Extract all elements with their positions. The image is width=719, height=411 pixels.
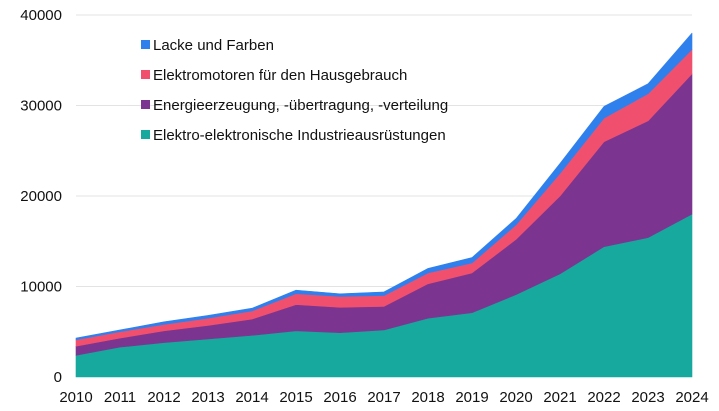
- x-tick-label-2018: 2018: [411, 389, 444, 406]
- legend: Lacke und Farben Elektromotoren für den H…: [141, 37, 448, 144]
- y-tick-label-10000: 10000: [20, 279, 62, 296]
- y-tick-label-0: 0: [54, 369, 62, 386]
- x-tick-label-2024: 2024: [675, 389, 708, 406]
- x-tick-label-2010: 2010: [59, 389, 92, 406]
- x-tick-label-2015: 2015: [279, 389, 312, 406]
- legend-swatch-1: [141, 70, 150, 79]
- x-tick-label-2016: 2016: [323, 389, 356, 406]
- x-tick-label-2012: 2012: [147, 389, 180, 406]
- legend-swatch-3: [141, 130, 150, 139]
- x-tick-label-2023: 2023: [631, 389, 664, 406]
- area-series-3: [75, 32, 693, 341]
- legend-label-3: Elektro-elektronische Industrieausrüstun…: [153, 127, 446, 144]
- x-tick-label-2022: 2022: [587, 389, 620, 406]
- area-series: [75, 32, 693, 378]
- y-tick-label-30000: 30000: [20, 98, 62, 115]
- y-tick-label-20000: 20000: [20, 188, 62, 205]
- legend-label-2: Energieerzeugung, -übertragung, -verteil…: [153, 97, 448, 114]
- legend-swatch-0: [141, 40, 150, 49]
- legend-label-1: Elektromotoren für den Hausgebrauch: [153, 67, 407, 84]
- x-tick-label-2020: 2020: [499, 389, 532, 406]
- legend-swatch-2: [141, 100, 150, 109]
- x-axis-ticks: 2010 2011 2012 2013 2014 2015 2016 2017 2018 2019…: [59, 389, 708, 406]
- x-tick-label-2013: 2013: [191, 389, 224, 406]
- y-tick-label-40000: 40000: [20, 7, 62, 24]
- x-tick-label-2021: 2021: [543, 389, 576, 406]
- x-tick-label-2011: 2011: [104, 389, 136, 406]
- y-axis-ticks: 0 10000 20000 30000 40000: [20, 7, 62, 386]
- legend-label-0: Lacke und Farben: [153, 37, 274, 54]
- x-tick-label-2017: 2017: [367, 389, 400, 406]
- x-tick-label-2014: 2014: [235, 389, 268, 406]
- x-tick-label-2019: 2019: [455, 389, 488, 406]
